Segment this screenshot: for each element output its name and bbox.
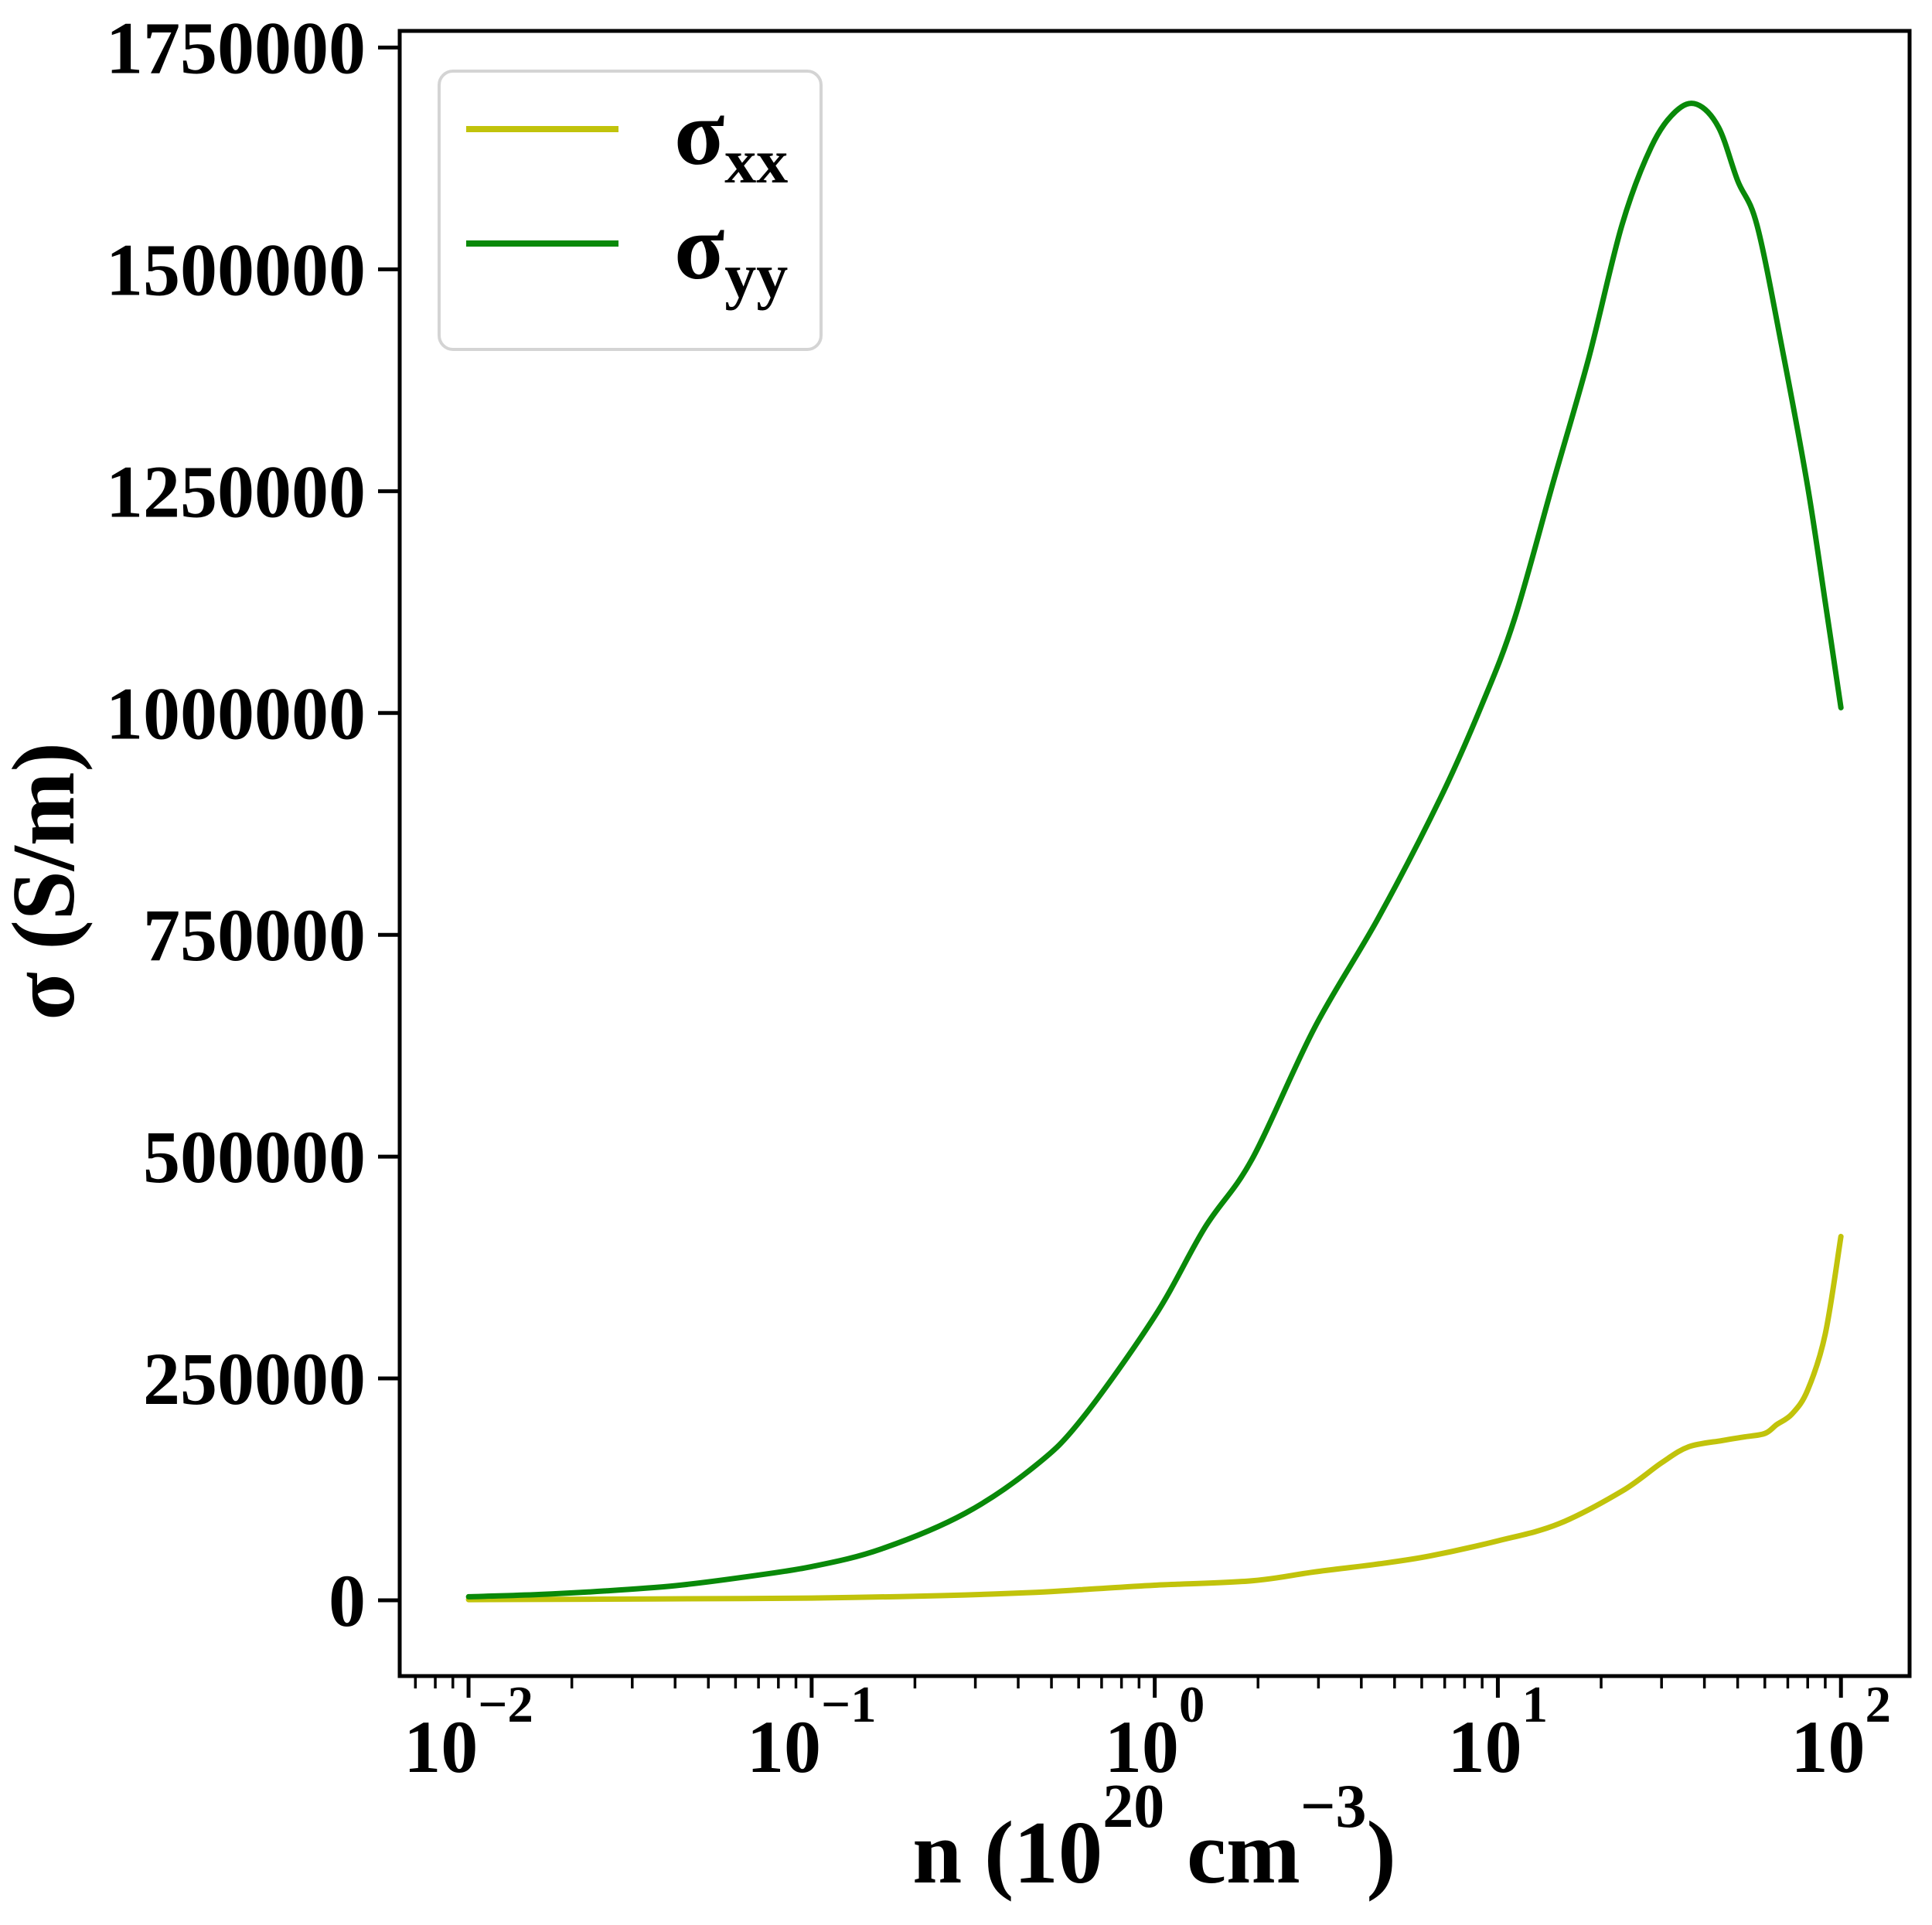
y-tick-label: 250000 (143, 1337, 366, 1420)
y-tick-label: 1500000 (106, 228, 366, 311)
y-tick-label: 500000 (143, 1116, 366, 1198)
x-tick-label: 100 (1105, 1676, 1205, 1788)
legend-box (438, 70, 823, 351)
legend-label-sigma-xx: σxx (674, 81, 788, 196)
x-axis: 10−2 10−1 100 101 102 (404, 1676, 1891, 1788)
x-axis-label: n (1020 cm−3) (912, 1773, 1396, 1902)
x-tick-label: 10−2 (404, 1676, 533, 1788)
y-tick-label: 1250000 (106, 450, 366, 533)
y-axis: 0 250000 500000 750000 1000000 1250000 1500000… (106, 6, 400, 1642)
y-tick-label: 750000 (143, 894, 366, 976)
y-tick-label: 1000000 (106, 672, 366, 755)
x-tick-label: 102 (1791, 1676, 1891, 1788)
y-axis-label: σ (S/m) (0, 742, 93, 1020)
y-tick-label: 1750000 (106, 6, 366, 89)
curve-sigma-xx (465, 1233, 1844, 1603)
curve-sigma-yy (465, 101, 1844, 1600)
x-tick-label: 10−1 (747, 1676, 877, 1788)
series-group (465, 101, 1844, 1603)
y-tick-label: 0 (329, 1559, 366, 1642)
legend-label-sigma-yy: σyy (674, 196, 788, 311)
x-tick-label: 101 (1448, 1676, 1549, 1788)
